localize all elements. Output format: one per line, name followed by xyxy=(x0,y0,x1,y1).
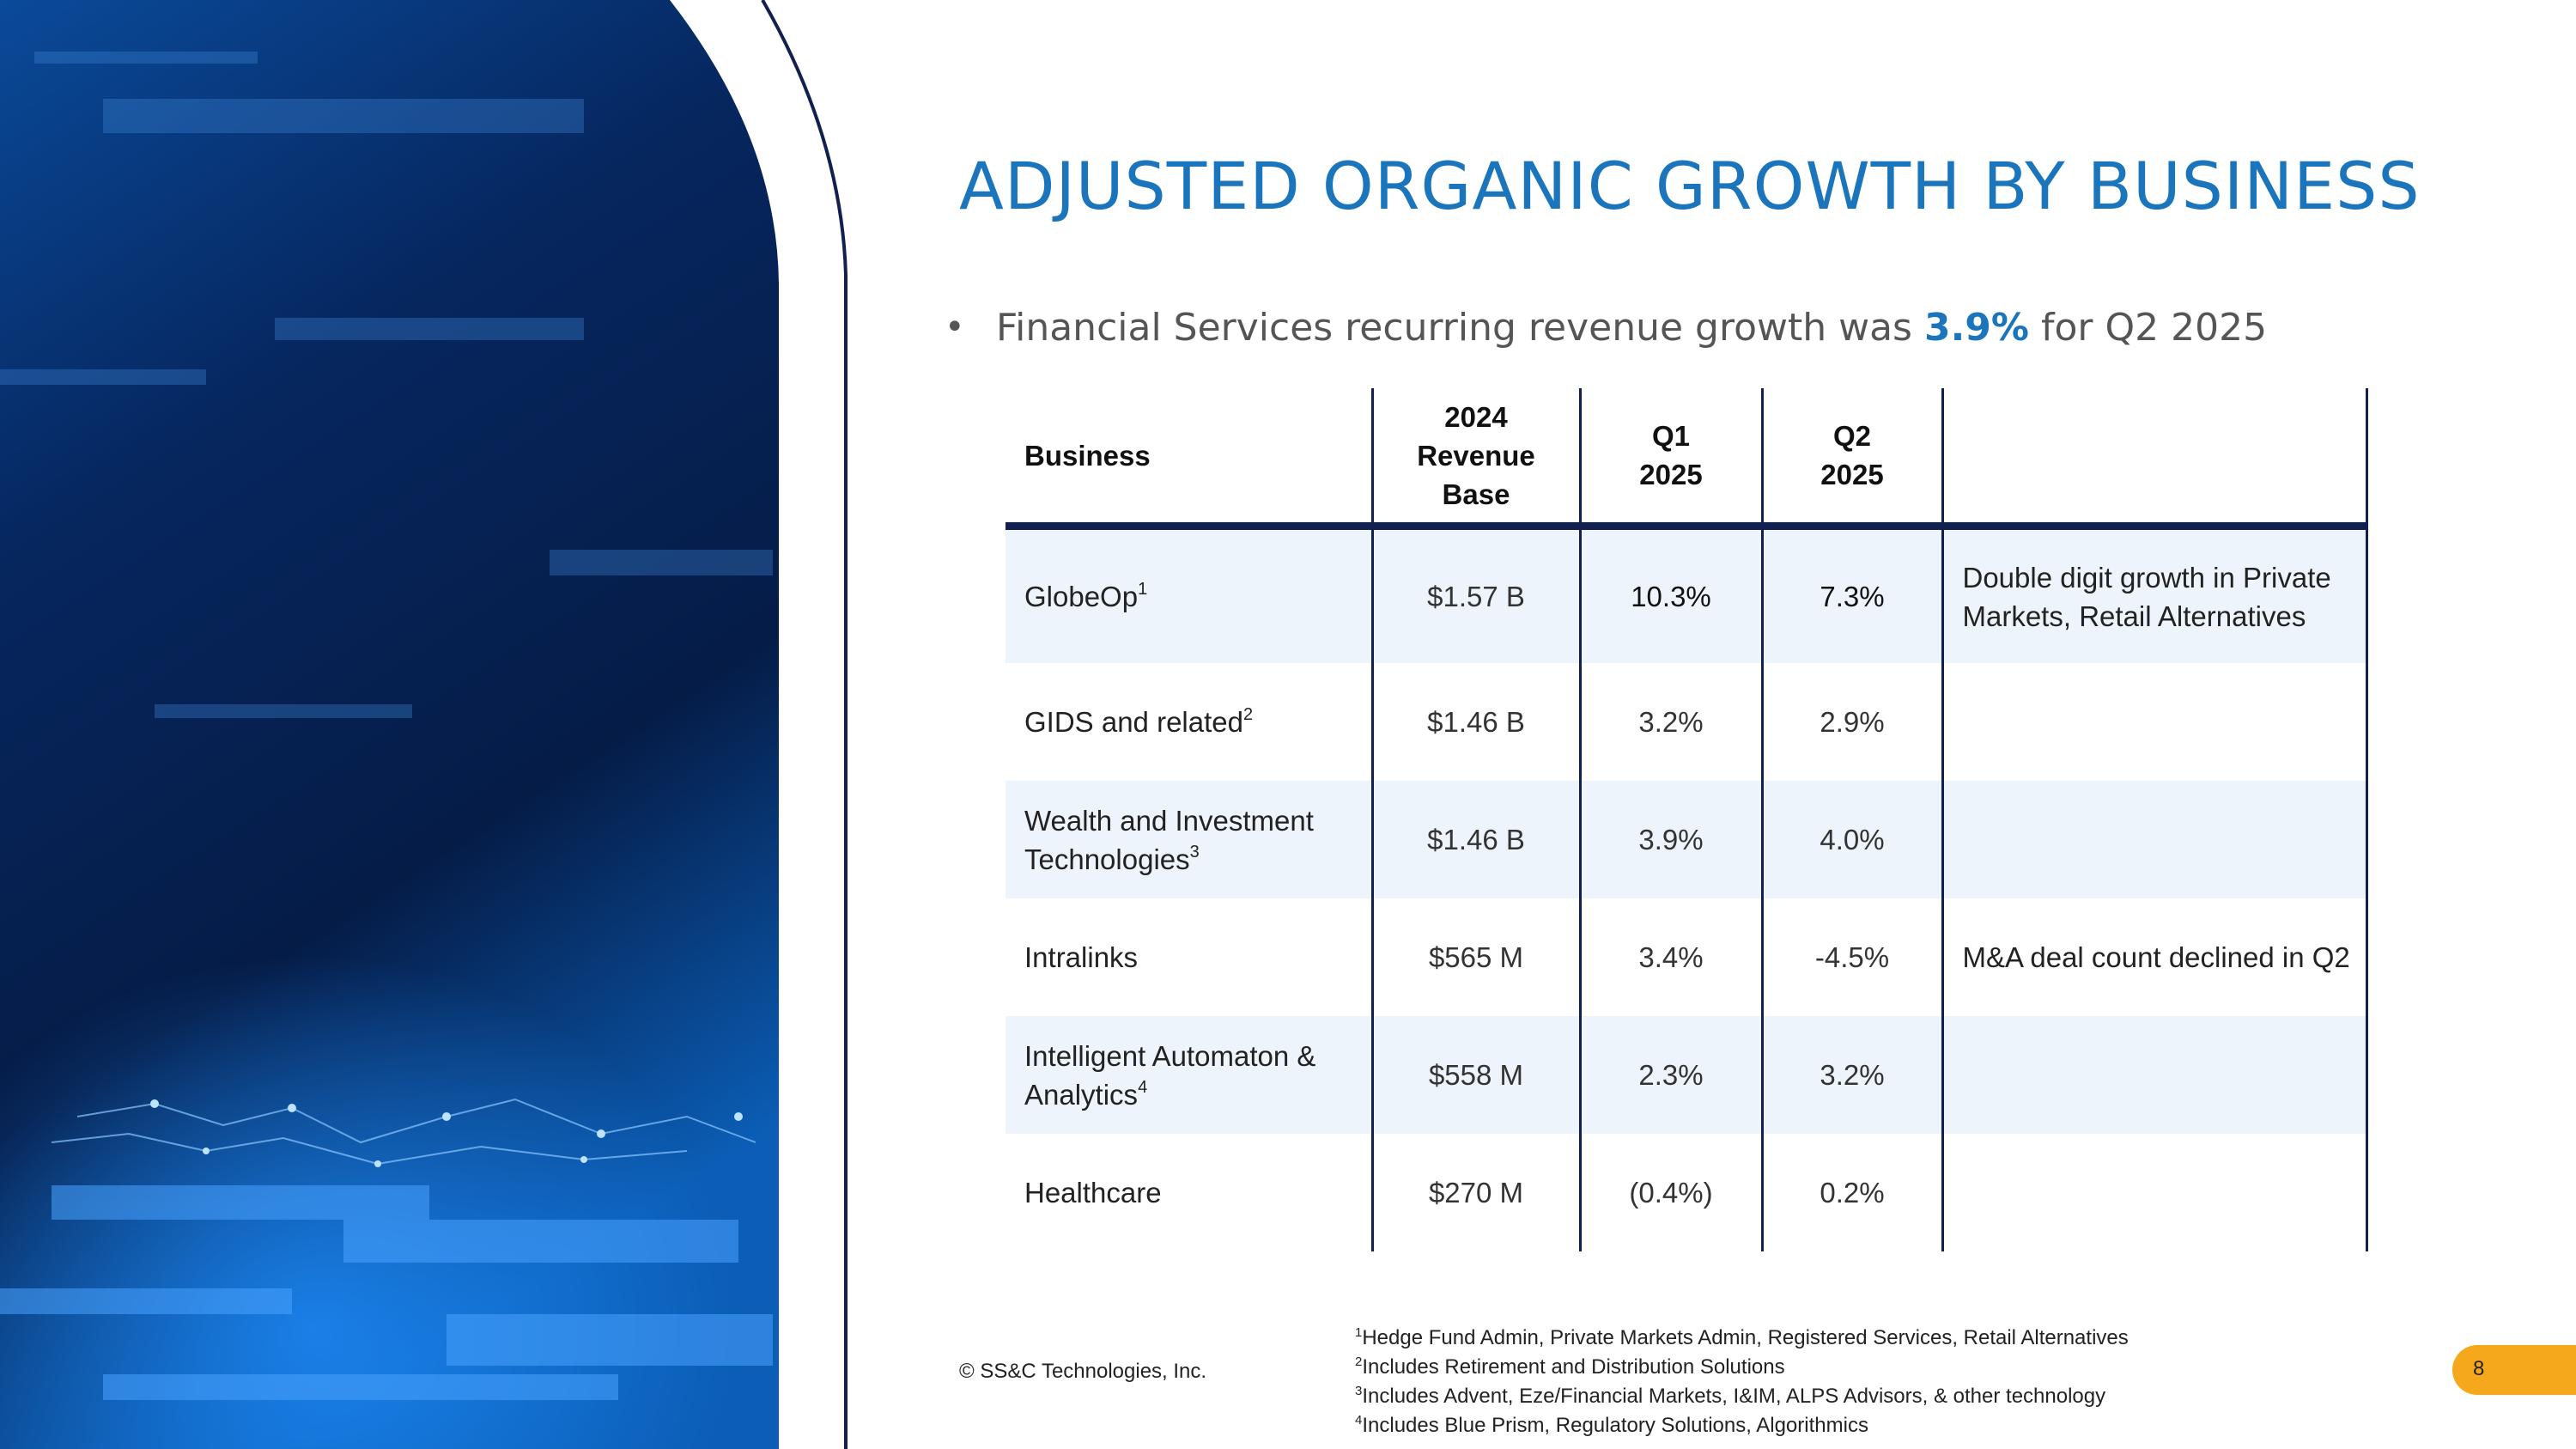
footnote-3: 3Includes Advent, Eze/Financial Markets,… xyxy=(1355,1384,2106,1408)
header-q1-2025: Q1 2025 xyxy=(1578,388,1762,530)
cell-q2: -4.5% xyxy=(1760,898,1942,1016)
copyright-notice: © SS&C Technologies, Inc. xyxy=(959,1360,1207,1383)
cell-base: $565 M xyxy=(1370,898,1580,1016)
cell-q1: 3.4% xyxy=(1578,898,1762,1016)
cell-q2: 7.3% xyxy=(1760,526,1942,663)
bullet-prefix: Financial Services recurring revenue gro… xyxy=(996,306,1924,350)
cell-q1: 10.3% xyxy=(1578,526,1762,663)
footnote-2: 2Includes Retirement and Distribution So… xyxy=(1355,1355,1785,1379)
cell-q1: (0.4%) xyxy=(1578,1134,1762,1251)
table-row: GIDS and related2 $1.46 B 3.2% 2.9% xyxy=(1005,663,2368,781)
cell-q1: 3.2% xyxy=(1578,663,1762,781)
cell-base: $1.46 B xyxy=(1370,663,1580,781)
bullet-dot: • xyxy=(945,307,965,347)
summary-bullet: • Financial Services recurring revenue gr… xyxy=(945,306,2267,350)
cell-base: $1.46 B xyxy=(1370,781,1580,898)
cell-q2: 2.9% xyxy=(1760,663,1942,781)
cell-note xyxy=(1941,663,2368,781)
page-number: 8 xyxy=(2473,1357,2485,1380)
cell-business: GIDS and related2 xyxy=(1024,705,1254,738)
header-q2-2025: Q2 2025 xyxy=(1760,388,1942,530)
decorative-tech-image xyxy=(0,0,781,1449)
bullet-suffix: for Q2 2025 xyxy=(2029,306,2268,350)
table-row: Intralinks $565 M 3.4% -4.5% M&A deal co… xyxy=(1005,898,2368,1016)
bullet-highlight: 3.9% xyxy=(1923,306,2029,350)
footnote-1: 1Hedge Fund Admin, Private Markets Admin… xyxy=(1355,1325,2129,1349)
header-business: Business xyxy=(1005,388,1372,530)
cell-business: Wealth and Investment Technologies3 xyxy=(1005,781,1372,898)
page-title: ADJUSTED ORGANIC GROWTH BY BUSINESS xyxy=(959,148,2421,224)
cell-note: Double digit growth in Private Markets, … xyxy=(1941,526,2368,663)
cell-note xyxy=(1941,1016,2368,1134)
cell-q2: 4.0% xyxy=(1760,781,1942,898)
cell-note xyxy=(1941,1134,2368,1251)
growth-table: Business 2024 Revenue Base Q1 2025 Q2 2025 G… xyxy=(1005,388,2368,1251)
table-row: Intelligent Automaton & Analytics4 $558 … xyxy=(1005,1016,2368,1134)
cell-q2: 3.2% xyxy=(1760,1016,1942,1134)
footnote-4: 4Includes Blue Prism, Regulatory Solutio… xyxy=(1355,1413,1868,1437)
cell-note: M&A deal count declined in Q2 xyxy=(1941,898,2368,1016)
cell-business: GlobeOp1 xyxy=(1005,526,1372,663)
cell-base: $270 M xyxy=(1370,1134,1580,1251)
table-row: Healthcare $270 M (0.4%) 0.2% xyxy=(1005,1134,2368,1251)
header-notes xyxy=(1941,388,2368,530)
cell-q1: 2.3% xyxy=(1578,1016,1762,1134)
cell-base: $1.57 B xyxy=(1370,526,1580,663)
cell-base: $558 M xyxy=(1370,1016,1580,1134)
cell-business: Healthcare xyxy=(1024,1177,1162,1209)
table-header-row: Business 2024 Revenue Base Q1 2025 Q2 2025 xyxy=(1005,388,2368,530)
cell-business: Intelligent Automaton & Analytics4 xyxy=(1005,1016,1372,1134)
cell-business: Intralinks xyxy=(1024,941,1139,973)
page-number-tab xyxy=(2452,1345,2576,1395)
cell-note xyxy=(1941,781,2368,898)
cell-q1: 3.9% xyxy=(1578,781,1762,898)
header-revenue-base: 2024 Revenue Base xyxy=(1370,388,1580,530)
footnotes: 1Hedge Fund Admin, Private Markets Admin… xyxy=(1355,1324,2129,1440)
divider-arc xyxy=(761,0,848,1449)
table-row: GlobeOp1 $1.57 B 10.3% 7.3% Double digit… xyxy=(1005,526,2368,663)
cell-q2: 0.2% xyxy=(1760,1134,1942,1251)
table-row: Wealth and Investment Technologies3 $1.4… xyxy=(1005,781,2368,898)
